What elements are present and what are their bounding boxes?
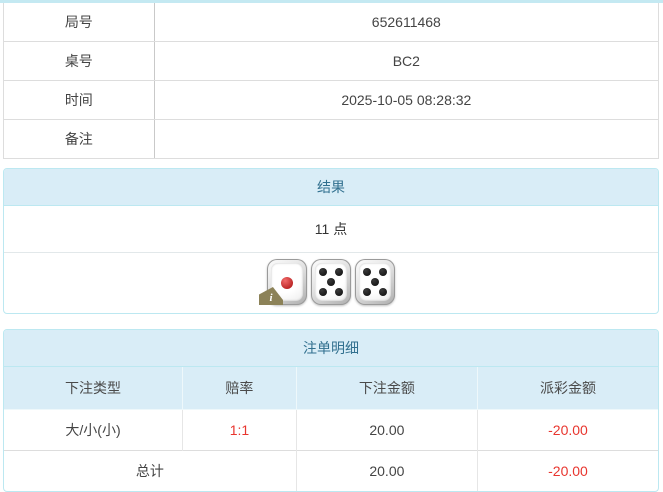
total-bet-amount: 20.00 [295, 450, 478, 491]
die-pip [335, 268, 343, 277]
die-pip [319, 287, 327, 296]
bet-amount-value: 20.00 [295, 409, 478, 451]
column-header-odds: 赔率 [182, 367, 297, 410]
die-pip [335, 287, 343, 296]
die-pip [379, 268, 387, 277]
bets-table: 下注类型 赔率 下注金额 派彩金额 大/小(小) 1:1 20.00 -20.0… [4, 367, 658, 491]
table-number-value: BC2 [154, 41, 659, 81]
bet-type-value: 大/小(小) [4, 409, 183, 451]
column-header-payout-amount: 派彩金额 [476, 367, 658, 410]
remark-value [154, 119, 659, 159]
time-label: 时间 [3, 80, 155, 120]
bets-panel-title: 注单明细 [4, 330, 658, 367]
time-value: 2025-10-05 08:28:32 [154, 80, 659, 120]
die-pip [281, 276, 293, 289]
result-panel: 结果 11 点 i [3, 168, 659, 314]
die-pip [319, 268, 327, 277]
round-id-value: 652611468 [154, 3, 659, 42]
remark-label: 备注 [3, 119, 155, 159]
bet-payout-value: -20.00 [476, 409, 658, 451]
die-pip [363, 268, 371, 277]
top-accent-strip [0, 0, 663, 3]
bet-row: 大/小(小) 1:1 20.00 -20.00 [4, 409, 658, 451]
die-2 [311, 259, 351, 305]
result-panel-title: 结果 [4, 169, 658, 206]
bets-header-row: 下注类型 赔率 下注金额 派彩金额 [4, 367, 658, 410]
table-row: 时间 2025-10-05 08:28:32 [3, 80, 659, 120]
table-row: 备注 [3, 119, 659, 159]
die-3 [355, 259, 395, 305]
table-number-label: 桌号 [3, 41, 155, 81]
die-1: i [259, 259, 307, 305]
table-row: 局号 652611468 [3, 3, 659, 42]
dice-row: i [4, 253, 658, 313]
result-points: 11 点 [4, 206, 658, 253]
bet-odds-value: 1:1 [182, 409, 297, 451]
bets-panel: 注单明细 下注类型 赔率 下注金额 派彩金额 大/小(小) 1:1 20.00 … [3, 329, 659, 492]
table-row: 桌号 BC2 [3, 41, 659, 81]
die-pip [379, 287, 387, 296]
die-pip [327, 278, 335, 286]
total-row: 总计 20.00 -20.00 [4, 450, 658, 491]
die-pip [371, 278, 379, 286]
round-id-label: 局号 [3, 3, 155, 42]
game-info-table: 局号 652611468 桌号 BC2 时间 2025-10-05 08:28:… [3, 3, 659, 159]
total-payout-amount: -20.00 [476, 450, 658, 491]
column-header-bet-amount: 下注金额 [295, 367, 478, 410]
total-label: 总计 [4, 450, 297, 491]
column-header-bet-type: 下注类型 [4, 367, 183, 410]
die-pip [363, 287, 371, 296]
